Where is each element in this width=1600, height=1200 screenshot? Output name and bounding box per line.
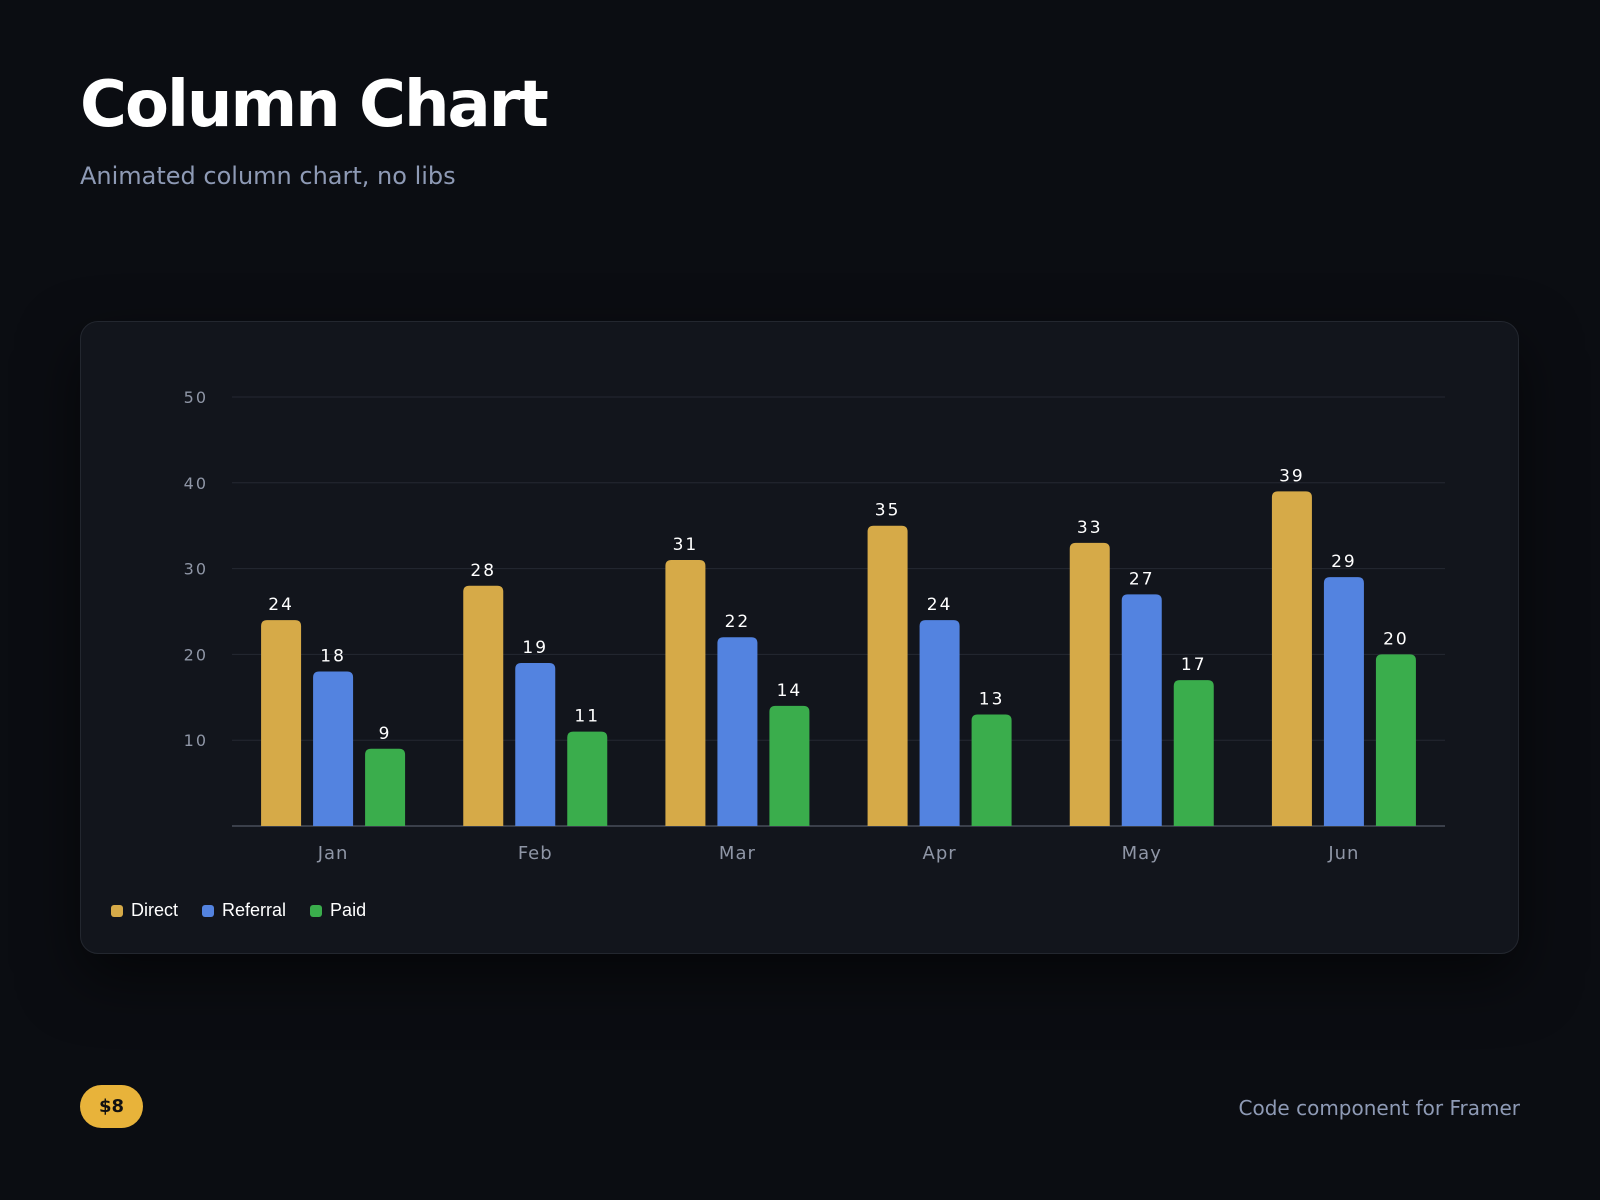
legend-swatch-referral	[202, 904, 215, 917]
legend-item-referral[interactable]: Referral	[202, 900, 286, 921]
data-labels: 24 18 9 28 19 11 31 22 14 35 24 13 33 27 17 39 29 20	[268, 466, 1409, 744]
data-label-paid-may: 17	[1181, 655, 1207, 675]
bar-paid-jun[interactable]	[1375, 654, 1416, 826]
legend-label-referral: Referral	[222, 900, 287, 920]
x-axis-ticks: Jan Feb Mar Apr May Jun	[317, 843, 1359, 864]
bar-direct-jan[interactable]	[261, 620, 302, 826]
data-label-paid-feb: 11	[574, 707, 600, 727]
legend-label-paid: Paid	[330, 900, 367, 920]
data-label-direct-may: 33	[1077, 518, 1103, 538]
legend-item-direct[interactable]: Direct	[111, 900, 178, 921]
data-label-direct-mar: 31	[673, 535, 699, 555]
bar-direct-mar[interactable]	[665, 560, 706, 826]
data-label-direct-jan: 24	[268, 595, 294, 615]
bar-paid-jan[interactable]	[365, 748, 406, 826]
bar-referral-apr[interactable]	[919, 620, 960, 826]
bar-direct-may[interactable]	[1069, 542, 1110, 826]
data-label-paid-mar: 14	[777, 681, 803, 701]
chart-legend: Direct Referral Paid	[111, 900, 366, 921]
y-tick-label-20: 20	[184, 645, 208, 664]
bar-paid-feb[interactable]	[567, 731, 608, 826]
bar-referral-feb[interactable]	[515, 662, 556, 826]
page-subtitle: Animated column chart, no libs	[80, 162, 456, 190]
data-label-referral-jan: 18	[320, 647, 346, 667]
data-label-referral-feb: 19	[522, 638, 548, 658]
x-tick-label-may: May	[1122, 843, 1162, 864]
legend-item-paid[interactable]: Paid	[310, 900, 366, 921]
data-label-direct-apr: 35	[875, 501, 901, 521]
legend-swatch-paid	[310, 904, 323, 917]
data-label-direct-feb: 28	[470, 561, 496, 581]
data-label-referral-jun: 29	[1331, 552, 1357, 572]
y-tick-label-40: 40	[184, 474, 208, 493]
data-label-paid-jan: 9	[379, 724, 392, 744]
page-title: Column Chart	[80, 68, 549, 142]
footer-note: Code component for Framer	[1238, 1096, 1520, 1120]
data-label-paid-jun: 20	[1383, 629, 1409, 649]
chart-card: 10 20 30 40 50 24 18 9 28 19 11 31 22 14 35 24 13 33 27 17…	[80, 321, 1519, 954]
y-axis-ticks: 10 20 30 40 50	[184, 388, 208, 750]
bar-referral-may[interactable]	[1121, 594, 1162, 826]
grid-lines	[232, 396, 1445, 827]
x-tick-label-apr: Apr	[923, 843, 957, 864]
legend-swatch-direct	[111, 904, 123, 917]
bar-referral-jan[interactable]	[313, 671, 354, 826]
x-tick-label-feb: Feb	[518, 843, 553, 864]
x-tick-label-mar: Mar	[719, 843, 756, 864]
bars	[261, 491, 1416, 826]
x-tick-label-jun: Jun	[1327, 843, 1359, 864]
data-label-referral-mar: 22	[725, 612, 751, 632]
bar-paid-may[interactable]	[1173, 680, 1214, 826]
data-label-referral-apr: 24	[927, 595, 953, 615]
data-label-paid-apr: 13	[979, 689, 1005, 709]
data-label-referral-may: 27	[1129, 569, 1155, 589]
legend-label-direct: Direct	[131, 900, 179, 920]
bar-direct-jun[interactable]	[1271, 491, 1312, 826]
bar-direct-apr[interactable]	[867, 525, 908, 826]
bar-paid-apr[interactable]	[971, 714, 1012, 826]
bar-direct-feb[interactable]	[463, 585, 504, 826]
data-label-direct-jun: 39	[1279, 466, 1305, 486]
column-chart: 10 20 30 40 50 24 18 9 28 19 11 31 22 14 35 24 13 33 27 17…	[184, 388, 1445, 864]
x-tick-label-jan: Jan	[317, 843, 349, 864]
bar-referral-mar[interactable]	[717, 637, 758, 826]
bar-paid-mar[interactable]	[769, 705, 810, 826]
y-tick-label-50: 50	[184, 388, 208, 407]
y-tick-label-10: 10	[184, 731, 208, 750]
bar-referral-jun[interactable]	[1323, 577, 1364, 826]
price-badge[interactable]: $8	[80, 1085, 143, 1128]
y-tick-label-30: 30	[184, 560, 208, 579]
